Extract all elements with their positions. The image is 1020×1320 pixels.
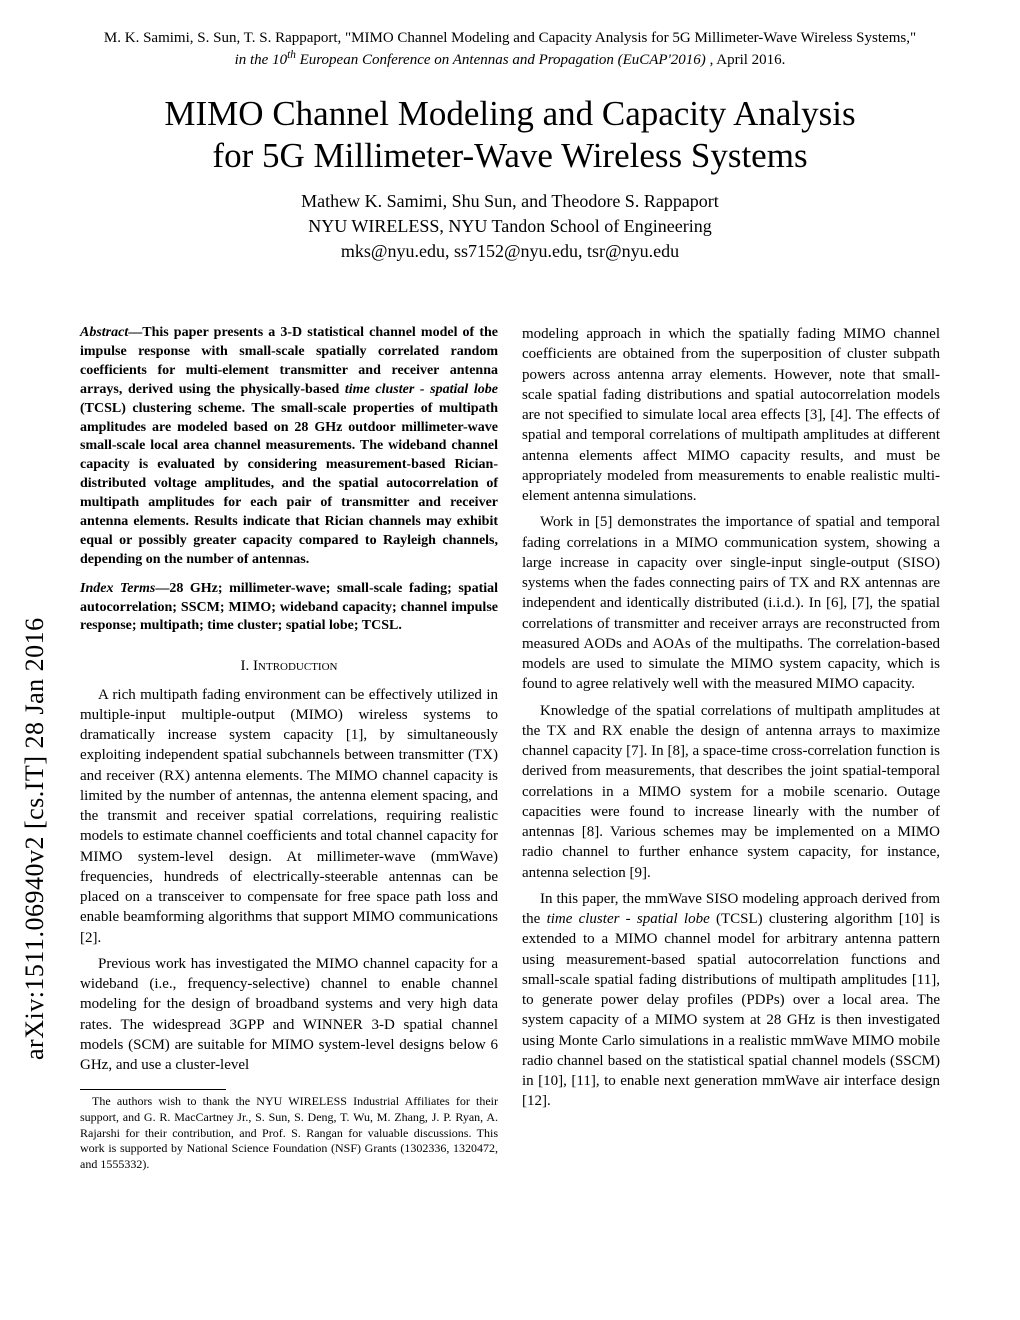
section-1-heading: I. Introduction — [80, 656, 498, 676]
left-paragraph-2: Previous work has investigated the MIMO … — [80, 954, 498, 1076]
citation-end: , April 2016. — [710, 52, 786, 68]
index-terms-block: Index Terms—28 GHz; millimeter-wave; sma… — [80, 580, 498, 637]
left-column: Abstract—This paper presents a 3-D stati… — [80, 324, 498, 1172]
abstract-block: Abstract—This paper presents a 3-D stati… — [80, 324, 498, 570]
right-paragraph-2: Work in [5] demonstrates the importance … — [522, 512, 940, 694]
abstract-label: Abstract — [80, 325, 128, 340]
footnote-rule — [80, 1089, 226, 1090]
title-line-2: for 5G Millimeter-Wave Wireless Systems — [212, 136, 807, 175]
right-paragraph-1: modeling approach in which the spatially… — [522, 324, 940, 506]
title-line-1: MIMO Channel Modeling and Capacity Analy… — [164, 94, 855, 133]
affiliation: NYU WIRELESS, NYU Tandon School of Engin… — [80, 214, 940, 239]
arxiv-watermark: arXiv:1511.06940v2 [cs.IT] 28 Jan 2016 — [20, 617, 50, 1060]
paper-title: MIMO Channel Modeling and Capacity Analy… — [80, 93, 940, 177]
section-1-number: I. — [241, 658, 254, 674]
citation-line-1: M. K. Samimi, S. Sun, T. S. Rappaport, "… — [104, 30, 916, 46]
citation-line-2: in the 10th European Conference on Anten… — [235, 52, 710, 68]
page-container: arXiv:1511.06940v2 [cs.IT] 28 Jan 2016 M… — [0, 0, 1020, 1212]
citation-prefix: in the 10 — [235, 52, 288, 68]
right-p4-italic: time cluster - spatial lobe — [547, 911, 710, 927]
left-paragraph-1: A rich multipath fading environment can … — [80, 685, 498, 948]
right-paragraph-3: Knowledge of the spatial correlations of… — [522, 701, 940, 883]
right-p4-b: (TCSL) clustering algorithm [10] is exte… — [522, 911, 940, 1109]
section-1-title: Introduction — [253, 658, 337, 674]
citation-suffix: European Conference on Antennas and Prop… — [296, 52, 706, 68]
abstract-text-2: (TCSL) clustering scheme. The small-scal… — [80, 401, 498, 567]
citation-sup: th — [287, 49, 296, 61]
right-paragraph-4: In this paper, the mmWave SISO modeling … — [522, 889, 940, 1112]
footnote-text: The authors wish to thank the NYU WIRELE… — [80, 1094, 498, 1172]
emails: mks@nyu.edu, ss7152@nyu.edu, tsr@nyu.edu — [80, 239, 940, 264]
abstract-italic-1: time cluster - spatial lobe — [345, 382, 498, 397]
header-citation: M. K. Samimi, S. Sun, T. S. Rappaport, "… — [80, 28, 940, 71]
index-terms-label: Index Terms — [80, 581, 155, 596]
right-column: modeling approach in which the spatially… — [522, 324, 940, 1172]
two-column-body: Abstract—This paper presents a 3-D stati… — [80, 324, 940, 1172]
authors: Mathew K. Samimi, Shu Sun, and Theodore … — [80, 189, 940, 214]
